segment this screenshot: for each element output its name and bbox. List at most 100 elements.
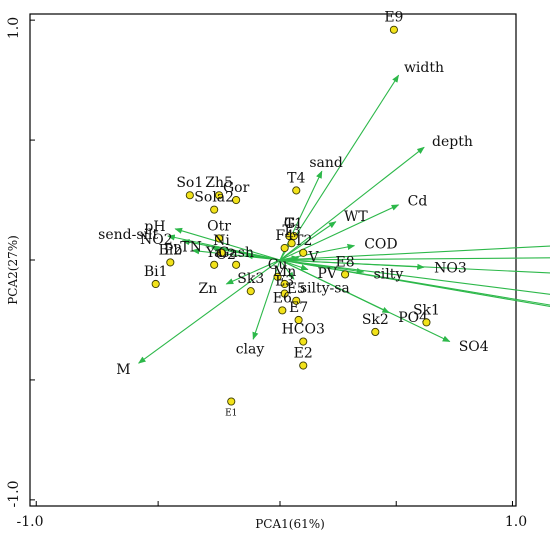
vector-po4 bbox=[279, 259, 390, 314]
vector-na-k bbox=[279, 259, 550, 295]
vector-cl bbox=[279, 259, 550, 307]
point-label-e1: E1 bbox=[225, 409, 237, 419]
point-ni bbox=[217, 248, 226, 257]
point-label-t4: T4 bbox=[287, 170, 305, 186]
vector-wt bbox=[279, 221, 337, 261]
point-ya bbox=[210, 260, 219, 269]
point-e9 bbox=[389, 25, 398, 34]
vector-label-no2: NO2 bbox=[140, 232, 173, 248]
point-e8 bbox=[341, 270, 350, 279]
point-label-so1: So1 bbox=[176, 175, 203, 191]
vector-dr bbox=[279, 245, 550, 261]
vector-label-sand: sand bbox=[309, 155, 343, 171]
vector-label-clay: clay bbox=[236, 342, 265, 358]
point-e3 bbox=[280, 289, 289, 298]
point-label-gash: Gash bbox=[218, 245, 254, 261]
point-hco3 bbox=[299, 337, 308, 346]
vector-depth bbox=[279, 146, 425, 261]
point-e6 bbox=[278, 306, 287, 315]
point-zh5 bbox=[215, 191, 224, 200]
y-axis-label: PCA2(27%) bbox=[6, 235, 20, 305]
vector-label-tn: TN bbox=[180, 239, 202, 255]
point-label-g: G bbox=[284, 216, 295, 232]
point-label-zh5: Zh5 bbox=[205, 175, 233, 191]
vector-label-ph: pH bbox=[144, 219, 165, 235]
point-e7 bbox=[294, 315, 303, 325]
x-tick-label-max: 1.0 bbox=[505, 514, 527, 530]
point-label-f4: F4 bbox=[275, 228, 294, 244]
point-label-ni: Ni bbox=[213, 233, 230, 249]
vector-pv bbox=[279, 259, 309, 271]
point-e5 bbox=[292, 296, 301, 305]
x-tick-label-min: -1.0 bbox=[17, 514, 44, 530]
point-label-e7: E7 bbox=[289, 300, 308, 316]
point-label-t3: T3 bbox=[282, 223, 300, 239]
point-label-e3: E3 bbox=[275, 274, 294, 290]
point-label-t1: T1 bbox=[285, 216, 303, 232]
point-label-e6: E6 bbox=[273, 290, 292, 306]
point-e2 bbox=[299, 361, 308, 370]
point-e1 bbox=[227, 397, 236, 406]
point-label-sk2: Sk2 bbox=[362, 312, 389, 328]
vector-label-silty: silty bbox=[374, 266, 404, 282]
point-mn bbox=[280, 279, 289, 289]
point-bi2 bbox=[166, 258, 175, 267]
vector-ca bbox=[279, 257, 550, 261]
point-label-e8: E8 bbox=[336, 254, 355, 270]
x-axis-label: PCA1(61%) bbox=[255, 517, 325, 531]
point-label-gor: Gor bbox=[223, 180, 250, 196]
y-tick-label-max: 1.0 bbox=[6, 17, 22, 39]
point-gash bbox=[232, 260, 241, 269]
vector-no3 bbox=[279, 259, 425, 270]
loading-vectors: widthdepthsandCdWTCODdrCahardnessNa+KMgC… bbox=[98, 60, 550, 378]
vector-label-zn: Zn bbox=[198, 281, 217, 297]
vector-label-so4: SO4 bbox=[459, 339, 489, 355]
point-label-bi2: Bi2 bbox=[158, 242, 182, 258]
point-gor bbox=[232, 195, 241, 205]
vector-label-po4: PO4 bbox=[398, 310, 428, 326]
vector-o2 bbox=[245, 253, 281, 261]
point-label-e5: E5 bbox=[287, 281, 306, 297]
vector-label-silty-sa: silty-sa bbox=[300, 280, 350, 296]
vector-label-pb: Pb bbox=[164, 242, 182, 258]
vector-label-cod: COD bbox=[364, 237, 397, 253]
point-label-hco3: HCO3 bbox=[282, 322, 325, 338]
point-bi1 bbox=[151, 279, 160, 289]
point-label-mn: Mn bbox=[273, 264, 296, 280]
axis-ticks bbox=[30, 19, 513, 506]
point-sk2 bbox=[371, 327, 380, 337]
vector-label-v: V bbox=[308, 249, 320, 265]
point-label-bi1: Bi1 bbox=[144, 264, 168, 280]
vector-label-send-silt: send-silt bbox=[98, 227, 158, 243]
vector-clay bbox=[252, 259, 281, 340]
vector-label-pv: PV bbox=[317, 266, 337, 282]
point-sola2 bbox=[210, 205, 219, 214]
point-t2 bbox=[299, 248, 308, 257]
point-otr bbox=[215, 234, 224, 243]
point-label-e2: E2 bbox=[294, 346, 313, 362]
point-so1 bbox=[185, 191, 194, 200]
point-label-t2: T2 bbox=[294, 233, 312, 249]
vector-width bbox=[279, 74, 400, 261]
vector-label-depth: depth bbox=[432, 134, 473, 150]
vector-silty-sa bbox=[279, 259, 295, 280]
point-sk1 bbox=[422, 318, 431, 327]
point-t4 bbox=[292, 186, 301, 195]
point-label-e9: E9 bbox=[384, 10, 403, 26]
vector-ph bbox=[174, 227, 281, 261]
vector-m bbox=[138, 259, 281, 364]
vector-zn bbox=[225, 259, 281, 285]
vector-silty bbox=[279, 259, 365, 275]
vector-label-no3: NO3 bbox=[434, 261, 467, 277]
point-label-ya: Ya bbox=[205, 245, 223, 261]
vector-v bbox=[279, 255, 300, 262]
point-label-sk1: Sk1 bbox=[413, 302, 440, 318]
point-f4 bbox=[280, 243, 289, 253]
point-t1 bbox=[289, 231, 298, 241]
point-cu bbox=[273, 272, 282, 281]
vector-label-wt: WT bbox=[344, 209, 368, 225]
point-label-sk3: Sk3 bbox=[237, 271, 264, 287]
point-sk3 bbox=[246, 287, 255, 296]
